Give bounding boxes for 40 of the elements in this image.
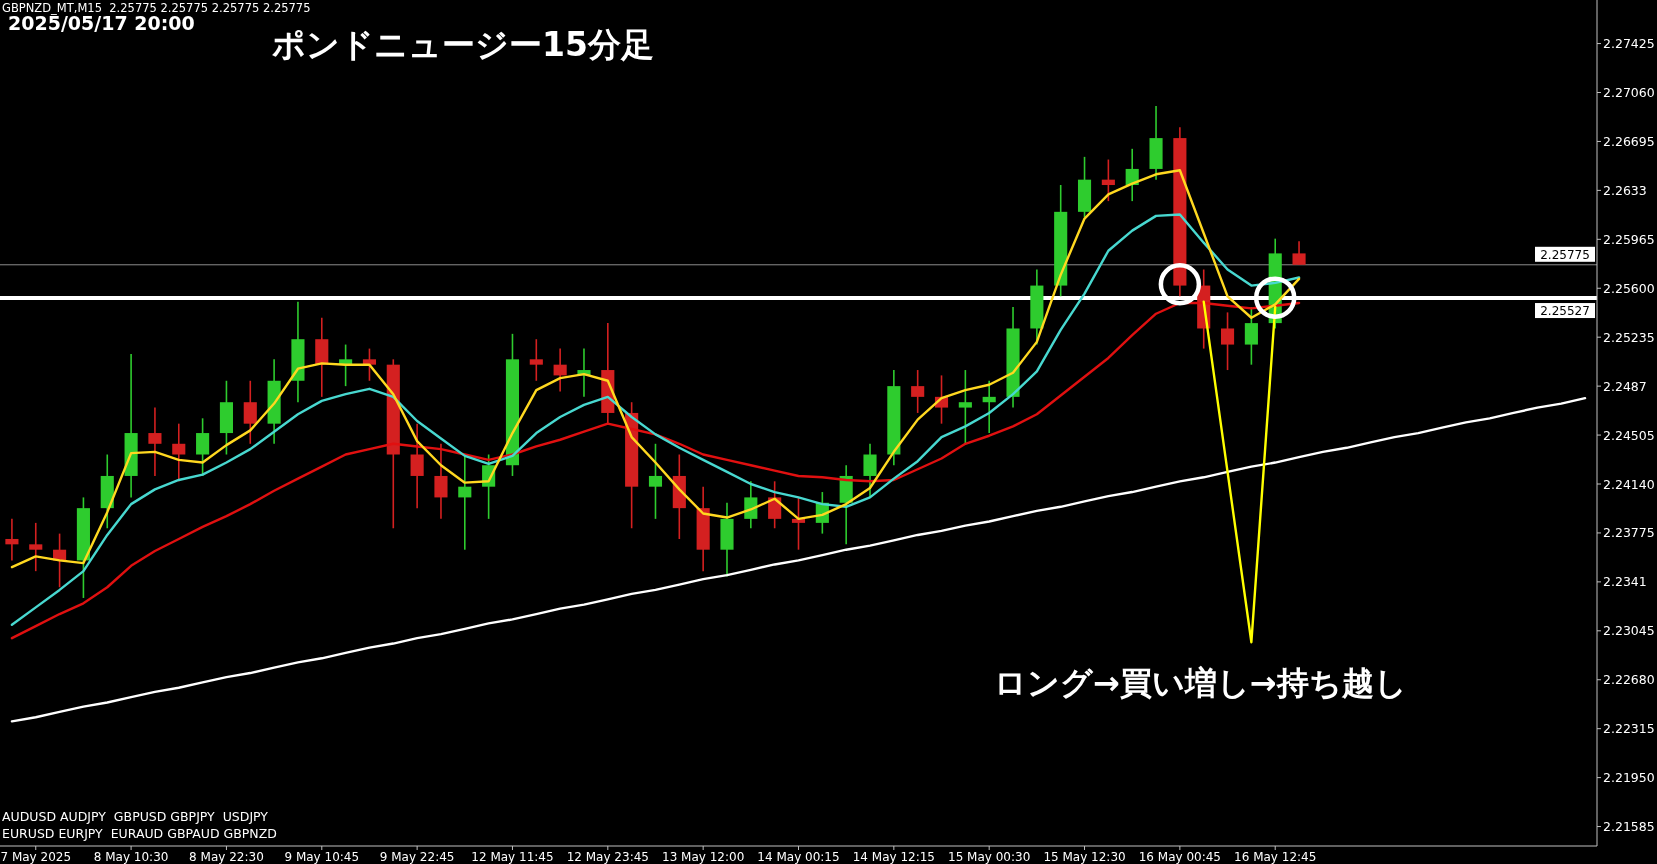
y-tick-label: 2.24140 bbox=[1603, 476, 1655, 492]
y-tick-label: 2.26695 bbox=[1603, 133, 1655, 149]
x-tick-label: 15 May 00:30 bbox=[948, 850, 1031, 864]
x-tick-label: 13 May 12:00 bbox=[662, 850, 745, 864]
x-tick-label: 8 May 22:30 bbox=[189, 850, 264, 864]
annotation: GBPNZD_MT,M15 2.25775 2.25775 2.25775 2.25775 bbox=[2, 1, 311, 15]
y-tick-label: 2.22315 bbox=[1603, 721, 1655, 737]
annotation: 2025/05/17 20:00 bbox=[8, 12, 195, 34]
x-tick-label: 14 May 12:15 bbox=[852, 850, 935, 864]
y-tick-label: 2.25965 bbox=[1603, 231, 1655, 247]
ref-line-label: 2.25527 bbox=[1540, 304, 1590, 319]
y-tick-label: 2.25600 bbox=[1603, 280, 1655, 296]
x-tick-label: 15 May 12:30 bbox=[1043, 850, 1126, 864]
y-tick-label: 2.2341 bbox=[1603, 574, 1647, 590]
x-tick-label: 14 May 00:15 bbox=[757, 850, 840, 864]
x-tick-label: 9 May 22:45 bbox=[379, 850, 455, 864]
annotation: EURUSD EURJPY EURAUD GBPAUD GBPNZD bbox=[2, 826, 277, 841]
annotation: AUDUSD AUDJPY GBPUSD GBPJPY USDJPY bbox=[2, 809, 269, 824]
x-tick-label: 12 May 11:45 bbox=[471, 850, 554, 864]
y-tick-label: 2.2633 bbox=[1603, 182, 1647, 198]
y-tick-label: 2.23775 bbox=[1603, 525, 1655, 541]
y-tick-label: 2.22680 bbox=[1603, 672, 1655, 688]
ref-line-label: 2.25775 bbox=[1540, 247, 1590, 262]
y-tick-label: 2.27425 bbox=[1603, 36, 1655, 52]
x-tick-label: 12 May 23:45 bbox=[566, 850, 649, 864]
y-tick-label: 2.24505 bbox=[1603, 427, 1655, 443]
text: ポンドニュージー15分足 bbox=[272, 25, 654, 64]
x-tick-label: 16 May 00:45 bbox=[1138, 850, 1222, 864]
y-tick-label: 2.21950 bbox=[1603, 770, 1655, 786]
y-tick-label: 2.25235 bbox=[1603, 329, 1655, 345]
ref-label: 2.25527 bbox=[1535, 303, 1595, 319]
y-tick-label: 2.23045 bbox=[1603, 623, 1655, 639]
y-tick-label: 2.27060 bbox=[1603, 85, 1655, 101]
x-tick-label: 7 May 2025 bbox=[0, 850, 72, 864]
y-tick-label: 2.2487 bbox=[1603, 378, 1647, 394]
x-tick-label: 9 May 10:45 bbox=[284, 850, 360, 864]
y-tick-label: 2.21585 bbox=[1603, 819, 1655, 835]
x-tick-label: 16 May 12:45 bbox=[1234, 850, 1317, 864]
annotation: ロング→買い増し→持ち越し bbox=[994, 664, 1407, 702]
x-tick-label: 8 May 10:30 bbox=[93, 850, 169, 864]
